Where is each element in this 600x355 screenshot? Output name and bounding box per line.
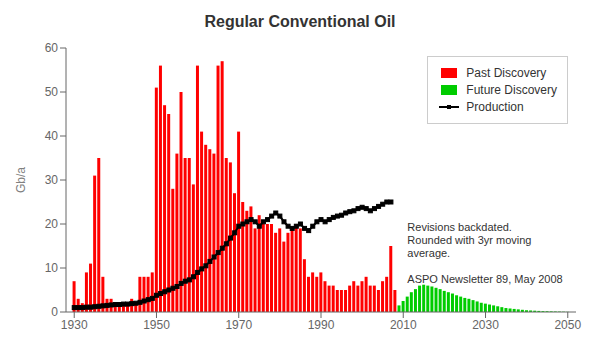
svg-text:average.: average. xyxy=(407,247,450,259)
svg-text:2050: 2050 xyxy=(554,318,581,332)
svg-text:ASPO Newsletter 89, May 2008: ASPO Newsletter 89, May 2008 xyxy=(407,273,562,285)
svg-text:30: 30 xyxy=(45,173,59,187)
svg-text:1950: 1950 xyxy=(143,318,170,332)
svg-text:10: 10 xyxy=(45,261,59,275)
svg-text:2030: 2030 xyxy=(472,318,499,332)
svg-text:1970: 1970 xyxy=(225,318,252,332)
svg-text:1930: 1930 xyxy=(61,318,88,332)
svg-text:40: 40 xyxy=(45,129,59,143)
svg-text:Gb/a: Gb/a xyxy=(14,167,28,193)
svg-text:60: 60 xyxy=(45,41,59,55)
svg-text:1990: 1990 xyxy=(308,318,335,332)
svg-text:Revisions backdated.: Revisions backdated. xyxy=(407,221,512,233)
html-text:Production: Production xyxy=(466,100,524,114)
svg-text:0: 0 xyxy=(51,305,58,319)
svg-text:20: 20 xyxy=(45,217,59,231)
html-text:Regular Conventional Oil: Regular Conventional Oil xyxy=(204,13,396,30)
html-text:Future Discovery: Future Discovery xyxy=(466,83,557,97)
html-text:Past Discovery: Past Discovery xyxy=(466,66,547,80)
svg-text:2010: 2010 xyxy=(390,318,417,332)
svg-text:50: 50 xyxy=(45,85,59,99)
svg-text:Rounded with 3yr moving: Rounded with 3yr moving xyxy=(407,234,531,246)
